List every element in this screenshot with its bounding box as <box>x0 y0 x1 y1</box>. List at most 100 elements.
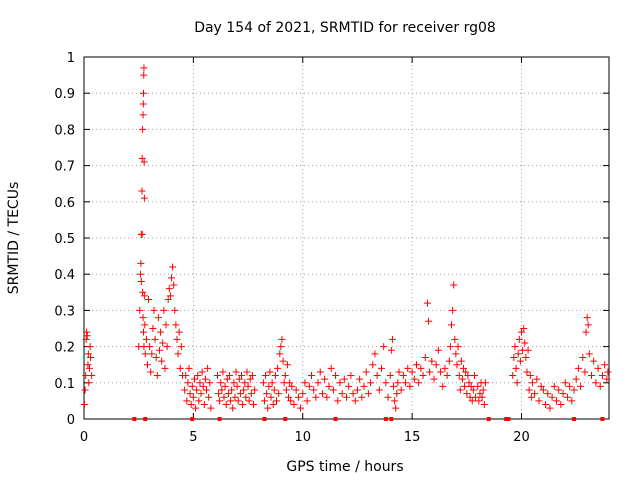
y-tick-label: 0.8 <box>54 123 75 138</box>
data-point <box>415 379 423 387</box>
data-point <box>481 379 489 387</box>
zero-point <box>504 417 509 421</box>
data-point <box>382 379 390 387</box>
data-point <box>140 292 148 300</box>
data-point <box>397 386 405 394</box>
data-point <box>568 397 576 405</box>
data-point <box>182 372 190 380</box>
zero-point <box>506 417 511 421</box>
zero-point <box>572 417 576 421</box>
data-point <box>219 368 227 376</box>
data-point <box>228 386 236 394</box>
data-point <box>542 401 550 409</box>
data-point <box>467 382 475 390</box>
data-point <box>185 364 193 372</box>
data-point <box>224 390 232 398</box>
data-point <box>559 390 567 398</box>
data-point <box>81 386 89 394</box>
data-point <box>318 390 326 398</box>
data-point <box>138 154 146 162</box>
data-point <box>475 397 483 405</box>
data-point <box>449 306 457 314</box>
data-point <box>325 382 333 390</box>
data-point <box>596 382 604 390</box>
data-point <box>155 346 163 354</box>
zero-point <box>217 417 222 421</box>
data-point <box>159 339 167 347</box>
data-point <box>603 375 611 383</box>
data-point <box>421 353 429 361</box>
data-point <box>527 393 535 401</box>
data-point <box>430 375 438 383</box>
data-point <box>184 379 192 387</box>
data-point <box>585 350 593 358</box>
zero-point <box>132 417 137 421</box>
data-point <box>526 372 534 380</box>
data-point <box>80 401 88 409</box>
data-point <box>514 350 522 358</box>
data-point <box>187 401 195 409</box>
data-point <box>522 353 530 361</box>
data-point <box>297 404 305 412</box>
data-point <box>87 353 95 361</box>
data-point <box>217 379 225 387</box>
data-point <box>198 368 206 376</box>
zero-point <box>190 417 195 421</box>
y-tick-label: 0.2 <box>54 341 75 356</box>
data-point <box>282 386 290 394</box>
data-point <box>168 274 175 282</box>
data-point <box>269 401 277 409</box>
data-point <box>288 382 296 390</box>
data-point <box>441 364 449 372</box>
zero-point <box>486 417 491 421</box>
data-point <box>138 187 146 195</box>
data-point <box>239 401 247 409</box>
data-point <box>225 372 233 380</box>
data-point <box>323 393 331 401</box>
data-point <box>531 390 539 398</box>
data-point <box>172 321 180 329</box>
data-point <box>563 393 571 401</box>
x-tick-label: 0 <box>80 430 88 445</box>
data-point <box>141 321 149 329</box>
data-point <box>513 379 521 387</box>
data-point <box>590 357 598 365</box>
zero-point <box>389 417 394 421</box>
data-point <box>518 328 525 336</box>
data-point <box>160 306 168 314</box>
data-point <box>174 350 182 358</box>
data-point <box>216 397 224 405</box>
data-point <box>426 368 434 376</box>
data-point <box>598 372 606 380</box>
data-point <box>242 393 250 401</box>
data-point <box>154 314 162 322</box>
data-point <box>443 372 451 380</box>
data-point <box>356 375 364 383</box>
data-point <box>408 368 416 376</box>
data-point <box>227 397 235 405</box>
data-point <box>321 375 329 383</box>
zero-point <box>333 417 338 421</box>
data-point <box>287 397 295 405</box>
data-point <box>369 361 377 369</box>
data-point <box>470 372 478 380</box>
data-point <box>423 299 431 307</box>
data-point <box>332 372 340 380</box>
data-point <box>548 393 556 401</box>
data-point <box>392 404 400 412</box>
data-point <box>163 343 171 351</box>
data-point <box>458 375 466 383</box>
data-point <box>550 382 558 390</box>
data-point <box>143 361 151 369</box>
data-point <box>579 353 587 361</box>
data-point <box>351 397 359 405</box>
data-point <box>139 288 147 296</box>
data-point <box>83 328 91 336</box>
data-point <box>380 343 388 351</box>
data-point <box>221 382 229 390</box>
data-point <box>373 372 381 380</box>
data-point <box>136 306 144 314</box>
data-point <box>153 372 161 380</box>
data-point <box>195 397 203 405</box>
data-point <box>461 382 469 390</box>
